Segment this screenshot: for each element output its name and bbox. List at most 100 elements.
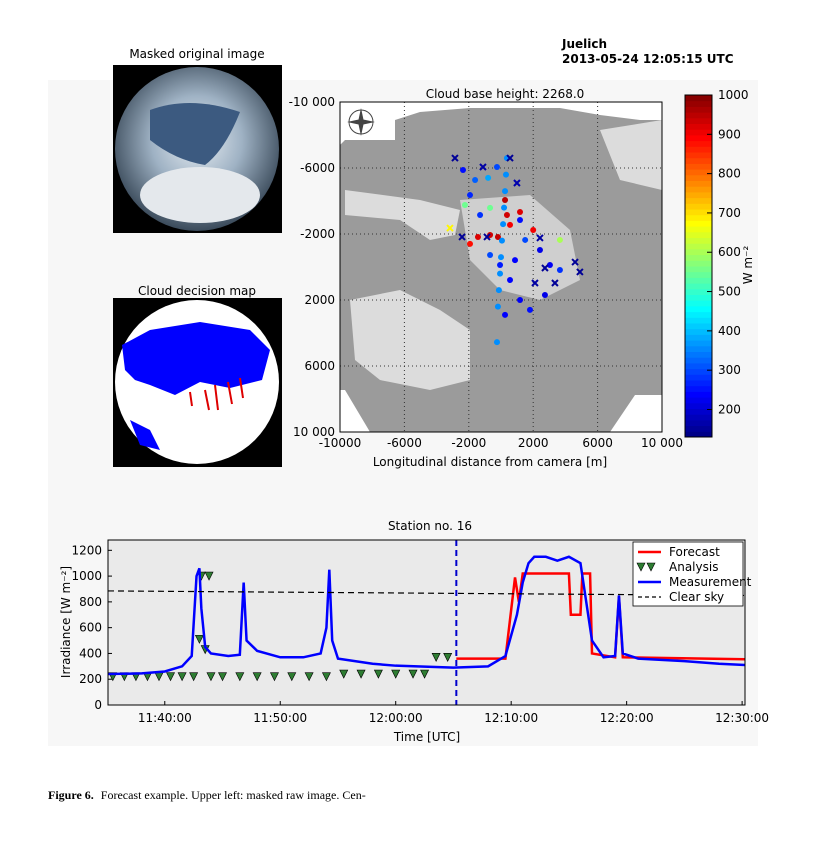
colorbar-segment [685, 226, 712, 233]
colorbar-segment [685, 123, 712, 130]
colorbar-segment [685, 397, 712, 404]
x-tick-label: 10 000 [641, 436, 683, 450]
analysis-marker [287, 672, 297, 682]
x-tick-label: 2000 [518, 436, 549, 450]
point [497, 270, 504, 277]
cross-marker [458, 233, 466, 241]
legend-label: Forecast [669, 545, 720, 559]
cross-marker [479, 163, 487, 171]
cross-marker [446, 224, 454, 232]
analysis-marker [166, 672, 176, 682]
decision-map [113, 298, 282, 467]
caption-text: Forecast example. Upper left: masked raw… [101, 788, 366, 802]
colorbar-segment [685, 237, 712, 244]
legend-label: Analysis [669, 560, 718, 574]
colorbar-segment [685, 186, 712, 193]
colorbar-segment [685, 334, 712, 341]
cross-marker [483, 233, 491, 241]
analysis-marker [356, 669, 366, 679]
point [498, 237, 505, 244]
point [502, 171, 509, 178]
y-tick-label: 6000 [304, 359, 335, 373]
analysis-marker [373, 669, 383, 679]
y-tick-label: 0 [94, 698, 102, 712]
colorbar-segment [685, 380, 712, 387]
point [536, 247, 543, 254]
colorbar-segment [685, 419, 712, 427]
colorbar-segment [685, 197, 712, 204]
colorbar-segment [685, 391, 712, 398]
point [502, 311, 509, 318]
masked-image [113, 65, 282, 233]
colorbar-segment [685, 323, 712, 330]
point [493, 339, 500, 346]
colorbar-segment [685, 294, 712, 301]
x-tick-label: 12:30:00 [715, 711, 769, 725]
analysis-marker [252, 672, 262, 682]
y-tick-label: 200 [79, 672, 102, 686]
point [494, 233, 501, 240]
y-tick-label: 800 [79, 595, 102, 609]
y-tick-label: 400 [79, 646, 102, 660]
colorbar-segment [685, 266, 712, 273]
colorbar-segment [685, 95, 712, 102]
point [460, 166, 467, 173]
colorbar-segment [685, 254, 712, 261]
x-tick-label: 11:50:00 [253, 711, 307, 725]
analysis-marker [189, 672, 199, 682]
cross-marker [531, 279, 539, 287]
colorbar-segment [685, 368, 712, 375]
colorbar-frame [684, 94, 713, 438]
legend-marker [636, 562, 646, 572]
point [546, 262, 553, 269]
colorbar-segment [685, 283, 712, 290]
y-tick-label: -2000 [300, 227, 335, 241]
x-tick-label: -10000 [319, 436, 362, 450]
cross-marker [536, 234, 544, 242]
y-tick-label: 2000 [304, 293, 335, 307]
colorbar-segment [685, 100, 712, 107]
x-tick-label: 12:20:00 [600, 711, 654, 725]
colorbar-segment [685, 277, 712, 284]
panel-title: Masked original image [129, 47, 264, 61]
point [541, 292, 548, 299]
colorbar-segment [685, 157, 712, 164]
point [467, 240, 474, 247]
axes-frame [107, 539, 746, 706]
cross-marker [513, 179, 521, 187]
colorbar-segment [685, 214, 712, 221]
colorbar-segment [685, 385, 712, 392]
y-tick-label: 10 000 [293, 425, 335, 439]
colorbar-segment [685, 209, 712, 216]
timestamp: 2013-05-24 12:05:15 UTC [562, 52, 734, 66]
point [501, 204, 508, 211]
analysis-marker [235, 672, 245, 682]
cross-marker [541, 264, 549, 272]
chart-title: Station no. 16 [388, 519, 472, 533]
x-tick-label: 12:00:00 [369, 711, 423, 725]
colorbar-segment [685, 300, 712, 307]
point [503, 212, 510, 219]
point [516, 297, 523, 303]
y-tick-label: -6000 [300, 161, 335, 175]
colorbar-segment [685, 117, 712, 124]
colorbar-segment [685, 220, 712, 227]
cross-marker [571, 258, 579, 266]
panel-title: Cloud decision map [138, 284, 256, 298]
analysis-marker [391, 669, 401, 679]
colorbar-segment [685, 163, 712, 170]
caption-label: Figure 6. [48, 788, 94, 802]
map-x-label: Longitudinal distance from camera [m] [373, 455, 607, 469]
colorbar-segment [685, 357, 712, 364]
colorbar-segment [685, 362, 712, 370]
point [516, 216, 523, 223]
colorbar-segment [685, 311, 712, 318]
point [485, 174, 492, 181]
analysis-marker [206, 672, 216, 682]
point [526, 306, 533, 313]
point [495, 287, 502, 294]
series-line [107, 555, 746, 676]
point [556, 266, 563, 273]
colorbar-segment [685, 112, 712, 119]
